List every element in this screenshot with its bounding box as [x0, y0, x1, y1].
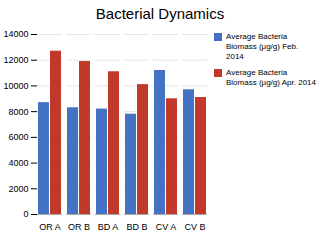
svg-text:OR B: OR B	[68, 222, 90, 232]
svg-text:14000: 14000	[3, 29, 28, 39]
svg-text:0: 0	[23, 209, 28, 219]
svg-text:10000: 10000	[3, 81, 28, 91]
svg-text:2000: 2000	[8, 184, 28, 194]
svg-text:CV A: CV A	[156, 222, 177, 232]
svg-text:12000: 12000	[3, 55, 28, 65]
svg-text:4000: 4000	[8, 158, 28, 168]
html-text:Average Bacteria Biomass (μg/g: Average Bacteria Biomass (μg/g) Apr. 201…	[226, 68, 316, 87]
svg-text:CV B: CV B	[184, 222, 205, 232]
html-text:Bacterial Dynamics: Bacterial Dynamics	[95, 5, 225, 22]
svg-text:OR A: OR A	[39, 222, 61, 232]
html-text:Average Bacteria Biomass (μg/g: Average Bacteria Biomass (μg/g) Feb. 201…	[226, 32, 299, 61]
svg-text:8000: 8000	[8, 107, 28, 117]
svg-text:BD A: BD A	[98, 222, 119, 232]
svg-text:6000: 6000	[8, 132, 28, 142]
svg-text:BD B: BD B	[126, 222, 147, 232]
